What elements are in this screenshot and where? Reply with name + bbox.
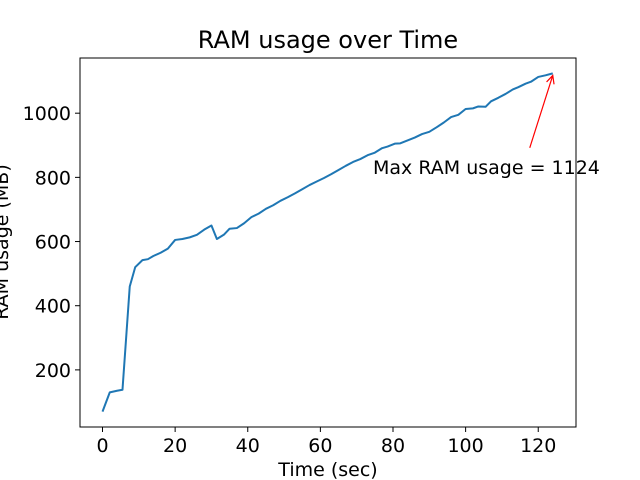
x-axis-label: Time (sec) <box>277 459 377 480</box>
plot-frame <box>79 57 577 428</box>
x-tick-label: 120 <box>520 435 556 457</box>
max-ram-annotation: Max RAM usage = 1124 <box>373 157 600 179</box>
annotation-arrow-head <box>546 74 555 85</box>
annotation-arrow-shaft <box>529 75 554 148</box>
y-axis-ticks: 200 400 600 800 1000 <box>23 103 80 382</box>
y-tick-label: 800 <box>35 167 71 189</box>
y-tick-label: 200 <box>35 360 71 382</box>
x-tick-label: 100 <box>447 435 483 457</box>
y-tick-label: 600 <box>35 232 71 254</box>
annotation: Max RAM usage = 1124 <box>373 74 600 179</box>
x-tick-label: 40 <box>236 435 260 457</box>
y-axis-label: RAM usage (MB) <box>0 164 13 320</box>
x-axis-ticks: 0 20 40 60 80 100 120 <box>96 427 556 457</box>
y-tick-label: 1000 <box>23 103 71 125</box>
x-tick-label: 20 <box>163 435 187 457</box>
x-tick-label: 80 <box>381 435 405 457</box>
chart-title: RAM usage over Time <box>198 26 458 54</box>
x-tick-label: 0 <box>96 435 108 457</box>
y-tick-label: 400 <box>35 296 71 318</box>
x-tick-label: 60 <box>308 435 332 457</box>
ram-usage-line <box>101 72 554 412</box>
